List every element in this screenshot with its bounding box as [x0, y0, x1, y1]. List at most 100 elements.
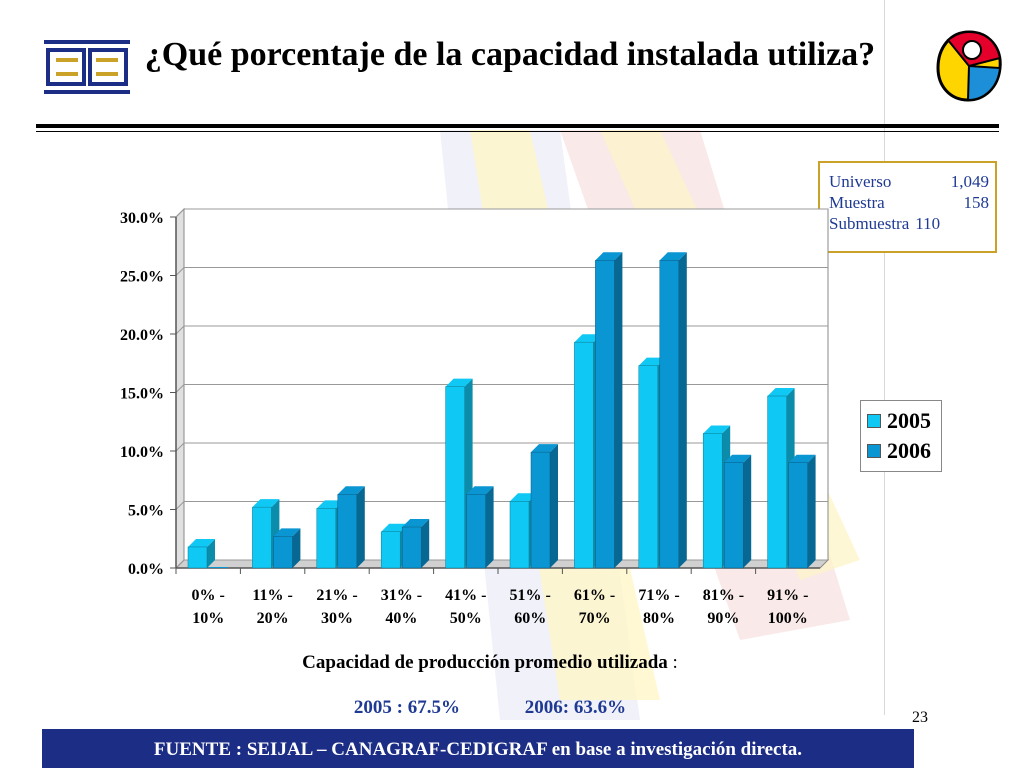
bar-2005-7-top: [574, 334, 602, 343]
x-tick-label-line2: 10%: [192, 610, 224, 627]
bar-2005-1-side: [207, 538, 215, 568]
x-tick-label-line1: 21% -: [316, 587, 357, 604]
bar-2006-9: [723, 462, 744, 569]
x-tick-label-line1: 11% -: [252, 587, 292, 604]
bar-2005-4-top: [381, 523, 409, 532]
bar-2005-2-top: [252, 499, 280, 508]
x-tick-label-line1: 41% -: [445, 587, 486, 604]
y-tick-label: 10.0%: [120, 444, 164, 461]
stats-label: Muestra: [829, 193, 885, 212]
bar-2006-10-top: [788, 454, 816, 463]
footer-source: FUENTE : SEIJAL – CANAGRAF-CEDIGRAF: [153, 739, 547, 760]
y-tick-label: 5.0%: [128, 503, 164, 520]
bar-2006-2-top: [273, 528, 301, 537]
footer-note: en base a investigación directa.: [546, 739, 803, 760]
bar-2005-4: [380, 531, 401, 569]
bar-2006-8-top: [659, 252, 687, 261]
caption-suffix: :: [667, 652, 678, 673]
stats-value: 1,049: [950, 172, 989, 191]
bar-2006-4: [401, 526, 422, 569]
bar-2005-1-top: [188, 538, 215, 547]
bar-2006-10: [788, 462, 808, 569]
legend-swatch-2006: [867, 444, 881, 458]
bar-2005-1: [187, 546, 208, 569]
x-tick-label-line1: 31% -: [381, 587, 422, 604]
bar-2006-3-side: [356, 486, 365, 568]
bar-2006-5-top: [466, 486, 494, 495]
bar-2006-9-top: [724, 454, 752, 463]
bar-2006-2: [273, 536, 293, 569]
bar-2006-5-side: [485, 486, 494, 568]
bar-2005-10: [767, 395, 787, 569]
x-tick-label-line2: 40%: [385, 610, 417, 627]
stats-value: 158: [963, 193, 990, 212]
sample-stats-box: Universo 1,049 Muestra 158 Submuestra 11…: [818, 161, 997, 253]
page-title: ¿Qué porcentaje de la capacidad instalad…: [144, 36, 876, 73]
y-gridline: [175, 208, 828, 218]
bar-2006-10-side: [807, 454, 816, 568]
bar-2005-6-top: [510, 493, 537, 502]
title-divider-thin: [36, 131, 999, 132]
bar-2006-6-side: [550, 444, 558, 568]
bar-2006-7: [595, 260, 615, 569]
bar-2005-8: [638, 365, 659, 569]
legend-item-2006: 2006: [867, 436, 941, 466]
bar-2006-6-top: [531, 444, 558, 453]
legend-label-2006: 2006: [887, 438, 931, 463]
bar-2005-8-top: [638, 357, 666, 366]
chart-caption: Capacidad de producción promedio utiliza…: [120, 652, 860, 674]
bar-2006-7-side: [614, 252, 623, 568]
x-tick-label-line2: 20%: [257, 610, 289, 627]
x-tick-label-line2: 80%: [643, 610, 675, 627]
stats-label: Universo: [829, 172, 892, 191]
bar-2005-9: [702, 433, 723, 569]
bar-2005-3: [316, 508, 337, 569]
bar-2006-2-side: [292, 528, 301, 568]
bar-2006-5: [466, 494, 486, 569]
y-tick-label: 15.0%: [120, 386, 164, 403]
bar-2005-5: [445, 386, 465, 569]
bar-2006-6: [530, 451, 551, 569]
x-tick-label-line1: 71% -: [638, 587, 679, 604]
legend-label-2005: 2005: [887, 408, 931, 433]
capacity-bar-chart: 0.0% 5.0% 10.0% 15.0% 20.0% 25.0% 30.0% 0% - 10%…: [120, 207, 830, 627]
x-tick-label-line1: 91% -: [767, 587, 808, 604]
bar-2006-3: [337, 494, 358, 569]
y-tick-label: 30.0%: [120, 210, 164, 227]
bar-2005-10-top: [767, 388, 795, 397]
bar-2006-8: [659, 260, 680, 569]
legend-swatch-2005: [867, 414, 881, 428]
legend-item-2005: 2005: [867, 406, 941, 436]
bar-2005-2: [252, 506, 272, 569]
page-number: 23: [912, 709, 928, 726]
bar-2005-9-top: [703, 425, 731, 434]
x-tick-label-line1: 0% -: [192, 587, 225, 604]
stats-label: Submuestra: [829, 214, 910, 233]
x-tick-label-line1: 61% -: [574, 587, 615, 604]
cs-logo-icon: [44, 40, 130, 94]
bar-2006-9-side: [743, 454, 752, 568]
caption-main: Capacidad de producción promedio utiliza…: [302, 652, 668, 673]
x-tick-label-line2: 30%: [321, 610, 353, 627]
x-tick-label-line2: 60%: [514, 610, 546, 627]
bar-2005-5-top: [445, 378, 473, 387]
average-results: 2005 : 67.5% 2006: 63.6%: [120, 697, 860, 719]
x-tick-label-line2: 50%: [450, 610, 482, 627]
ce-logo-icon: [936, 30, 1002, 102]
bar-2006-1: [209, 567, 228, 568]
bar-2006-4-side: [421, 519, 430, 568]
x-tick-label-line2: 70%: [579, 610, 611, 627]
bar-2005-7: [574, 341, 594, 569]
bar-2006-8-side: [678, 252, 687, 568]
x-tick-label-line2: 90%: [707, 610, 739, 627]
bar-2005-6: [509, 501, 530, 569]
result-2005: 2005 : 67.5%: [353, 697, 460, 718]
y-tick-label: 25.0%: [120, 269, 164, 286]
stats-value: 110: [915, 214, 941, 233]
right-margin-line: [884, 0, 885, 715]
x-tick-label-line1: 81% -: [703, 587, 744, 604]
x-tick-label-line1: 51% -: [510, 587, 551, 604]
y-tick-label: 0.0%: [128, 561, 164, 578]
bar-2006-3-top: [337, 486, 365, 495]
bar-2005-3-top: [316, 500, 344, 509]
